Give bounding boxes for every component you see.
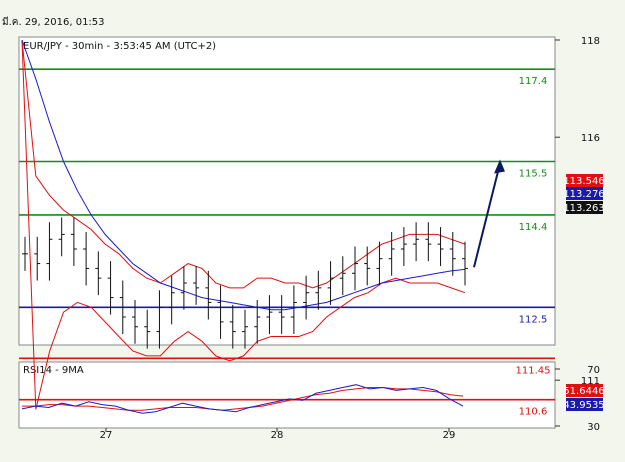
price-tag bbox=[566, 201, 603, 214]
level-label: 111.45 bbox=[516, 365, 551, 376]
price-tag-label: 113.546 bbox=[563, 176, 604, 187]
level-label: 117.4 bbox=[519, 76, 548, 87]
rsi-line bbox=[21, 384, 464, 414]
price-tag bbox=[566, 187, 603, 200]
rsi-tag bbox=[566, 384, 603, 397]
y-tick-label: 118 bbox=[581, 36, 600, 47]
rsi-plot-area bbox=[18, 361, 556, 429]
level-label: 114.4 bbox=[519, 222, 548, 233]
level-label: 115.5 bbox=[519, 169, 548, 180]
x-tick-label: 28 bbox=[271, 430, 284, 441]
x-tick-label: 29 bbox=[443, 430, 456, 441]
rsi-tag-label: 51.6446 bbox=[563, 386, 604, 397]
header-datetime: มี.ค. 29, 2016, 01:53 bbox=[2, 17, 105, 28]
y-tick-label: 116 bbox=[581, 133, 600, 144]
rsi-y-tick-label: 30 bbox=[587, 422, 600, 433]
price-tag-label: 113.263 bbox=[563, 203, 604, 214]
level-label: 110.6 bbox=[519, 407, 548, 418]
rsi-tag-label: 43.9535 bbox=[563, 400, 604, 411]
moving-average-line bbox=[21, 39, 466, 311]
forecast-arrow bbox=[473, 163, 501, 268]
y-tick-label: 111 bbox=[581, 376, 600, 387]
x-tick-label: 27 bbox=[100, 430, 113, 441]
main-chart-title: EUR/JPY - 30min - 3:53:45 AM (UTC+2) bbox=[23, 41, 216, 52]
rsi-chart-title: RSI14 - 9MA bbox=[23, 365, 84, 376]
price-tag-label: 113.276 bbox=[563, 189, 604, 200]
level-label: 112.5 bbox=[519, 314, 548, 325]
rsi-y-tick-label: 70 bbox=[587, 365, 600, 376]
main-plot-area bbox=[18, 36, 556, 346]
rsi-ma-line bbox=[22, 387, 464, 411]
rsi-tag bbox=[566, 398, 603, 411]
bollinger-lower-line bbox=[21, 39, 466, 410]
price-tag bbox=[566, 174, 603, 187]
forecast-arrow-head bbox=[494, 159, 505, 174]
